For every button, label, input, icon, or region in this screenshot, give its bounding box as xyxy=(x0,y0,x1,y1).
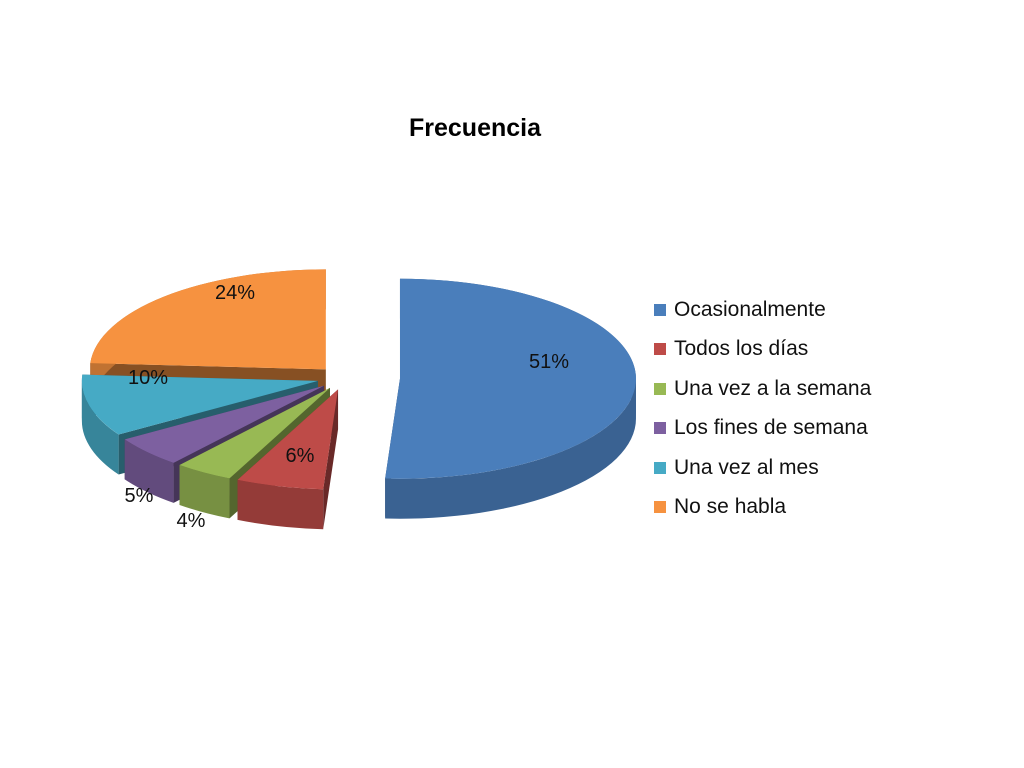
legend-swatch xyxy=(654,343,666,356)
data-label-ocasionalmente: 51% xyxy=(529,351,569,373)
data-label-los-fines-de-semana: 5% xyxy=(125,485,154,507)
slice-ocasionalmente xyxy=(385,278,636,519)
data-label-no-se-habla: 24% xyxy=(215,282,255,304)
legend-label: Ocasionalmente xyxy=(674,297,826,321)
legend-item-todos-los-dias: Todos los días xyxy=(654,330,871,370)
data-label-una-vez-a-la-semana: 4% xyxy=(177,510,206,532)
legend-item-los-fines-de-semana: Los fines de semana xyxy=(654,409,871,449)
legend-swatch xyxy=(654,501,666,514)
data-label-todos-los-dias: 6% xyxy=(286,445,315,467)
legend-label: No se habla xyxy=(674,495,787,519)
legend-label: Una vez al mes xyxy=(674,455,819,479)
legend-swatch xyxy=(654,422,666,435)
data-label-una-vez-al-mes: 10% xyxy=(128,367,168,389)
legend-swatch xyxy=(654,303,666,316)
legend-swatch xyxy=(654,382,666,395)
legend-item-una-vez-al-mes: Una vez al mes xyxy=(654,448,871,488)
legend-label: Los fines de semana xyxy=(674,416,868,440)
legend-swatch xyxy=(654,461,666,474)
legend-item-ocasionalmente: Ocasionalmente xyxy=(654,290,871,330)
legend-label: Una vez a la semana xyxy=(674,376,872,400)
legend-item-no-se-habla: No se habla xyxy=(654,488,871,528)
legend-label: Todos los días xyxy=(674,337,809,361)
chart-title: Frecuencia xyxy=(408,114,541,142)
legend: Ocasionalmente Todos los días Una vez a la… xyxy=(654,290,871,527)
slice-todos-los-dias xyxy=(237,389,339,530)
legend-item-una-vez-a-la-semana: Una vez a la semana xyxy=(654,369,871,409)
